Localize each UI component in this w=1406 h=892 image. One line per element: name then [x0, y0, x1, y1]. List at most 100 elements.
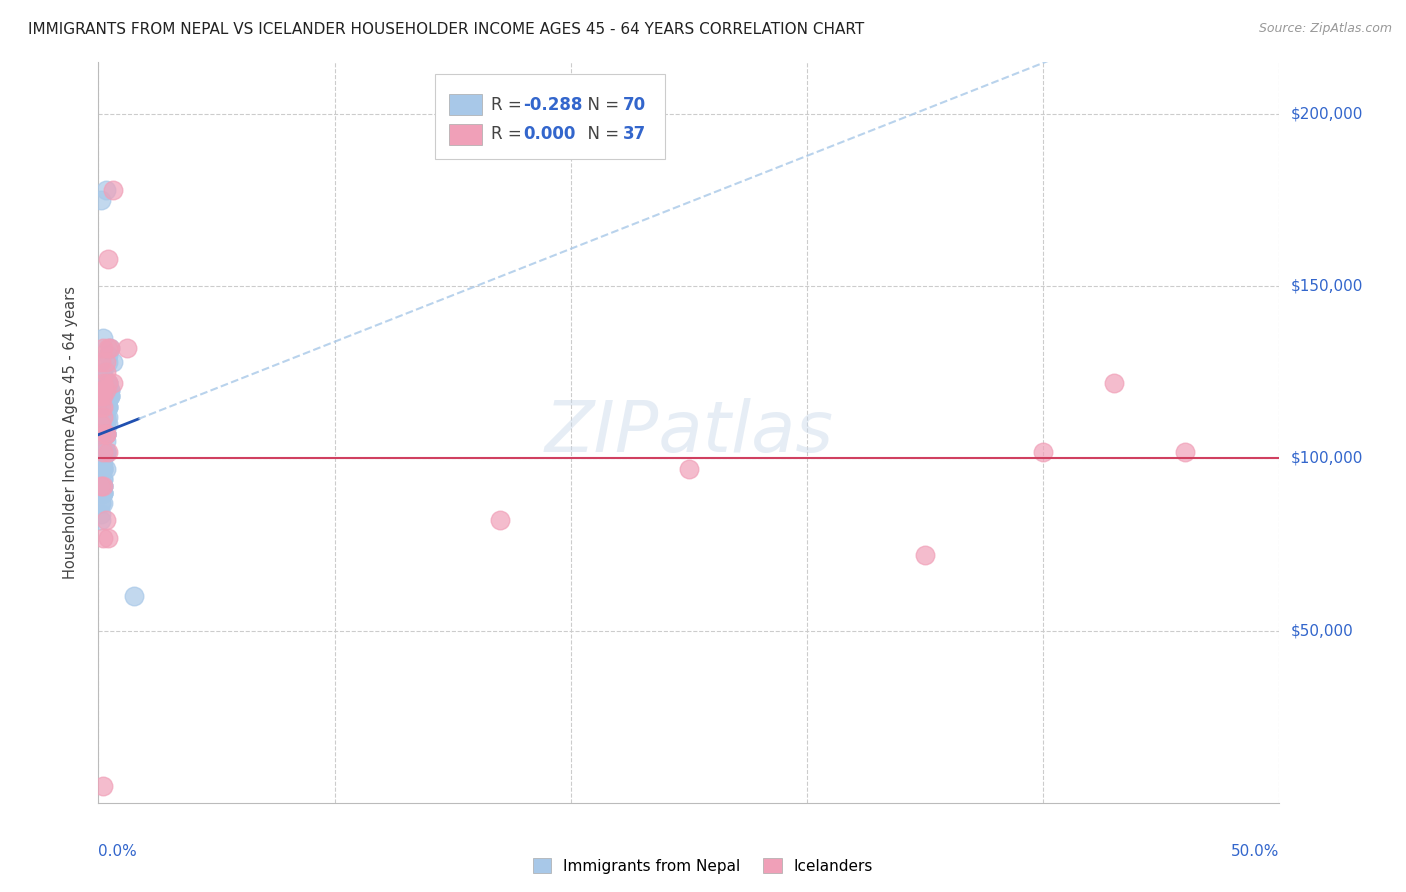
- Point: [1032, 444, 1054, 458]
- Point: [101, 355, 124, 369]
- Point: [97, 531, 120, 545]
- Point: [94, 383, 117, 397]
- Point: [94, 444, 117, 458]
- Point: [91, 389, 114, 403]
- Point: [91, 486, 114, 500]
- Point: [94, 427, 117, 442]
- Point: [1102, 376, 1125, 390]
- Point: [97, 400, 120, 414]
- Point: [94, 462, 117, 476]
- Point: [94, 389, 117, 403]
- Point: [94, 183, 117, 197]
- Legend: Immigrants from Nepal, Icelanders: Immigrants from Nepal, Icelanders: [527, 852, 879, 880]
- Point: [90, 513, 112, 527]
- Point: [91, 451, 114, 466]
- Text: N =: N =: [576, 125, 624, 144]
- Point: [122, 589, 145, 603]
- Point: [91, 444, 114, 458]
- Point: [91, 331, 114, 345]
- Point: [94, 365, 117, 379]
- Point: [90, 427, 112, 442]
- Point: [91, 451, 114, 466]
- Point: [91, 417, 114, 431]
- Point: [91, 486, 114, 500]
- Point: [90, 496, 112, 510]
- Point: [94, 444, 117, 458]
- Point: [98, 389, 121, 403]
- Point: [97, 376, 120, 390]
- Point: [94, 427, 117, 442]
- Point: [101, 183, 124, 197]
- Text: IMMIGRANTS FROM NEPAL VS ICELANDER HOUSEHOLDER INCOME AGES 45 - 64 YEARS CORRELA: IMMIGRANTS FROM NEPAL VS ICELANDER HOUSE…: [28, 22, 865, 37]
- Point: [94, 383, 117, 397]
- FancyBboxPatch shape: [434, 73, 665, 159]
- Point: [90, 479, 112, 493]
- Point: [97, 400, 120, 414]
- Point: [91, 376, 114, 390]
- Point: [678, 462, 700, 476]
- Point: [91, 472, 114, 486]
- Point: [90, 479, 112, 493]
- Point: [115, 341, 138, 355]
- Text: -0.288: -0.288: [523, 95, 583, 113]
- Point: [91, 458, 114, 473]
- Point: [94, 427, 117, 442]
- Text: 0.000: 0.000: [523, 125, 576, 144]
- Point: [91, 444, 114, 458]
- Text: N =: N =: [576, 95, 624, 113]
- Point: [90, 427, 112, 442]
- Point: [91, 479, 114, 493]
- Point: [91, 462, 114, 476]
- Point: [91, 410, 114, 425]
- Point: [94, 427, 117, 442]
- Point: [97, 376, 120, 390]
- Point: [94, 355, 117, 369]
- Point: [94, 410, 117, 425]
- Point: [94, 444, 117, 458]
- Point: [97, 252, 120, 266]
- Point: [94, 427, 117, 442]
- Point: [91, 383, 114, 397]
- Point: [94, 444, 117, 458]
- Text: 0.0%: 0.0%: [98, 844, 138, 858]
- Point: [97, 444, 120, 458]
- Point: [90, 496, 112, 510]
- Point: [914, 548, 936, 562]
- Text: ZIPatlas: ZIPatlas: [544, 398, 834, 467]
- Point: [91, 472, 114, 486]
- Point: [91, 531, 114, 545]
- Point: [97, 355, 120, 369]
- Point: [94, 513, 117, 527]
- Point: [91, 462, 114, 476]
- Point: [94, 434, 117, 449]
- Text: R =: R =: [491, 95, 526, 113]
- Point: [90, 355, 112, 369]
- Point: [91, 451, 114, 466]
- FancyBboxPatch shape: [449, 95, 482, 115]
- Point: [91, 486, 114, 500]
- Point: [91, 479, 114, 493]
- Text: Source: ZipAtlas.com: Source: ZipAtlas.com: [1258, 22, 1392, 36]
- Point: [91, 479, 114, 493]
- Point: [101, 376, 124, 390]
- Point: [94, 427, 117, 442]
- Point: [1174, 444, 1197, 458]
- Point: [91, 444, 114, 458]
- Point: [97, 376, 120, 390]
- Point: [91, 486, 114, 500]
- FancyBboxPatch shape: [449, 124, 482, 145]
- Point: [97, 348, 120, 362]
- Point: [97, 389, 120, 403]
- Point: [97, 417, 120, 431]
- Text: 37: 37: [623, 125, 645, 144]
- Point: [90, 400, 112, 414]
- Point: [489, 513, 512, 527]
- Point: [94, 400, 117, 414]
- Point: [91, 779, 114, 793]
- Point: [97, 376, 120, 390]
- Point: [91, 341, 114, 355]
- Text: $100,000: $100,000: [1291, 451, 1362, 466]
- Point: [91, 444, 114, 458]
- Point: [91, 368, 114, 383]
- Point: [91, 479, 114, 493]
